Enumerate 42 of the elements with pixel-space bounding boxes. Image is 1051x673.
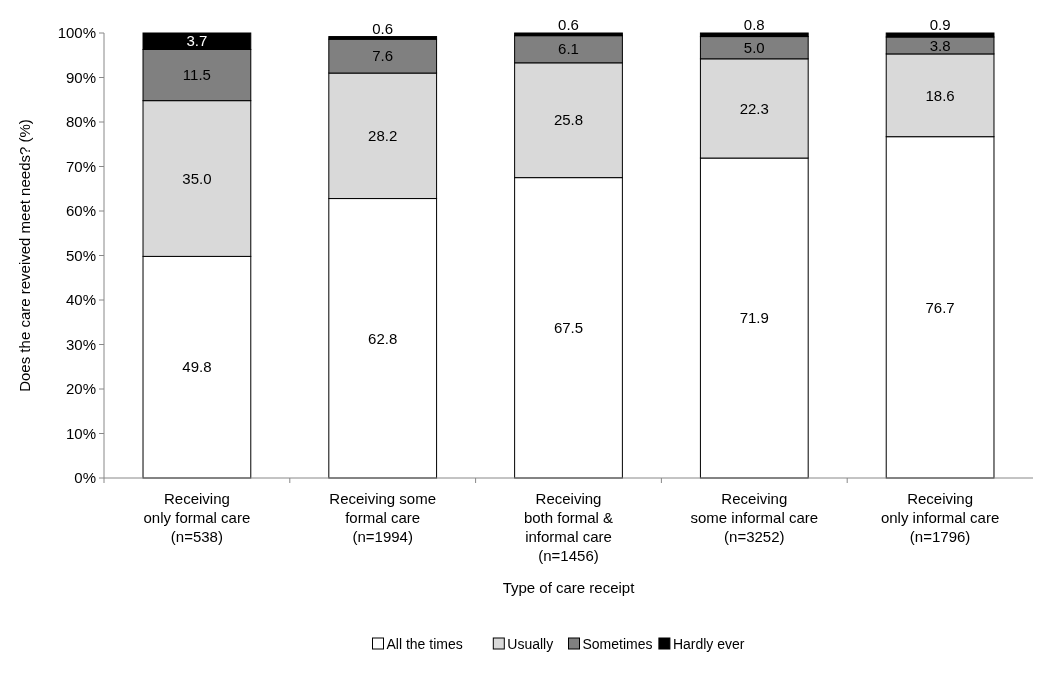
y-tick-label: 100% bbox=[57, 24, 96, 42]
data-label: 5.0 bbox=[743, 38, 765, 56]
x-tick-label: Receiving both formal & informal care (n=1456) bbox=[523, 490, 614, 564]
data-label: 18.6 bbox=[925, 86, 955, 104]
x-tick-label: Receiving some informal care (n=3252) bbox=[690, 490, 819, 545]
data-label: 0.6 bbox=[372, 19, 394, 37]
y-tick-label: 80% bbox=[65, 113, 96, 131]
data-label: 67.5 bbox=[553, 319, 584, 337]
x-axis-title: Type of care receipt bbox=[502, 579, 636, 596]
y-tick-label: 0% bbox=[74, 469, 96, 487]
legend-label: Sometimes bbox=[582, 636, 653, 652]
data-label: 11.5 bbox=[182, 66, 211, 84]
x-tick-label: Receiving some formal care (n=1994) bbox=[329, 490, 437, 545]
data-label: 49.8 bbox=[182, 358, 212, 376]
y-tick-label: 20% bbox=[65, 380, 96, 398]
legend-label: All the times bbox=[386, 636, 463, 652]
data-label: 0.9 bbox=[929, 16, 951, 33]
y-tick-label: 90% bbox=[65, 68, 96, 86]
data-label: 3.7 bbox=[186, 32, 208, 50]
data-label: 62.8 bbox=[368, 329, 398, 347]
legend-label: Usually bbox=[507, 636, 554, 652]
y-tick-label: 10% bbox=[65, 424, 96, 442]
data-label: 3.8 bbox=[929, 36, 951, 54]
data-label: 76.7 bbox=[925, 298, 955, 316]
y-tick-label: 70% bbox=[65, 157, 96, 175]
data-label: 71.9 bbox=[739, 309, 769, 327]
data-label: 0.8 bbox=[743, 16, 765, 33]
y-tick-label: 50% bbox=[65, 246, 96, 264]
data-label: 28.2 bbox=[368, 127, 398, 145]
data-label: 35.0 bbox=[182, 169, 212, 187]
x-tick-label: Receiving only formal care (n=538) bbox=[143, 490, 251, 545]
data-label: 25.8 bbox=[553, 111, 584, 129]
data-label: 22.3 bbox=[739, 99, 769, 117]
y-tick-label: 30% bbox=[65, 335, 96, 353]
x-tick-label: Receiving only informal care (n=1796) bbox=[880, 490, 1000, 545]
y-tick-label: 40% bbox=[65, 291, 96, 309]
data-label: 7.6 bbox=[372, 47, 394, 65]
y-tick-label: 60% bbox=[65, 202, 96, 220]
data-label: 0.6 bbox=[558, 16, 579, 33]
legend-label: Hardly ever bbox=[672, 636, 745, 652]
data-label: 6.1 bbox=[558, 40, 579, 58]
y-axis-title: Does the care reveived meet needs? (%) bbox=[16, 119, 33, 392]
